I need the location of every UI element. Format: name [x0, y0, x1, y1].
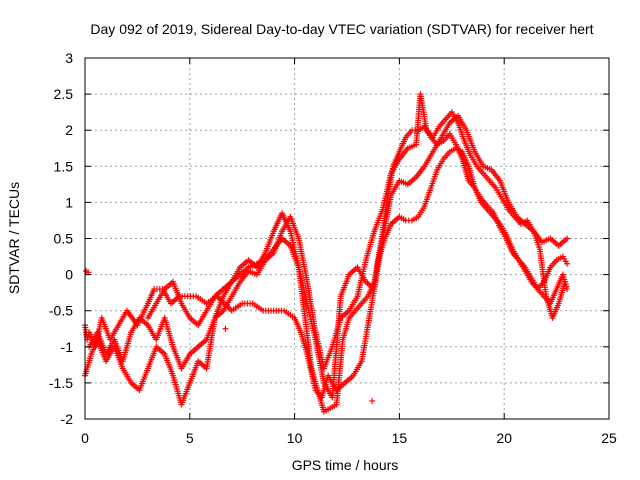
- y-tick-label: -2: [61, 411, 74, 427]
- y-tick-label: 3: [65, 50, 73, 66]
- x-tick-label: 20: [496, 430, 512, 446]
- axis-ticks: [84, 57, 610, 420]
- data-point: [561, 278, 568, 285]
- grid: [85, 58, 609, 419]
- x-tick-label: 15: [392, 430, 408, 446]
- y-tick-label: 2: [65, 122, 73, 138]
- data-point: [564, 235, 571, 242]
- x-tick-labels: 0 5 10 15 20 25: [81, 430, 617, 446]
- data-points: [82, 91, 571, 415]
- y-tick-label: 0: [65, 267, 73, 283]
- y-tick-label: 0.5: [54, 231, 74, 247]
- y-tick-label: -1.5: [49, 375, 73, 391]
- y-tick-label: -1: [61, 339, 74, 355]
- data-point: [564, 260, 571, 267]
- y-tick-label: 1: [65, 194, 73, 210]
- x-tick-label: 5: [186, 430, 194, 446]
- x-axis-title: GPS time / hours: [292, 457, 399, 473]
- data-point: [369, 397, 376, 404]
- data-point: [222, 325, 229, 332]
- chart-title: Day 092 of 2019, Sidereal Day-to-day VTE…: [90, 21, 593, 37]
- y-tick-label: -0.5: [49, 303, 73, 319]
- y-tick-label: 2.5: [54, 86, 74, 102]
- x-tick-label: 10: [287, 430, 303, 446]
- data-point: [564, 286, 571, 293]
- x-tick-label: 25: [601, 430, 617, 446]
- x-tick-label: 0: [81, 430, 89, 446]
- y-tick-label: 1.5: [54, 158, 74, 174]
- y-axis-title: SDTVAR / TECUs: [6, 182, 22, 294]
- y-tick-labels: -2 -1.5 -1 -0.5 0 0.5 1 1.5 2 2.5 3: [49, 50, 73, 427]
